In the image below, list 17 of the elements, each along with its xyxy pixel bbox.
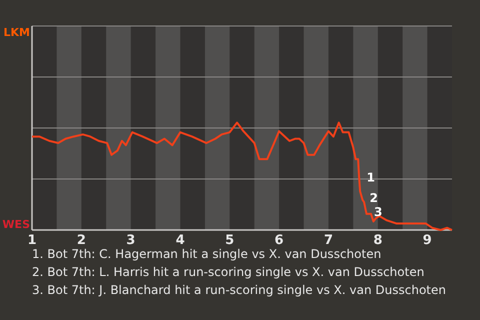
x-tick-label: 1 xyxy=(27,233,37,248)
annotation: 1 xyxy=(366,170,375,185)
x-tick-label: 8 xyxy=(373,233,382,248)
x-tick-label: 5 xyxy=(225,233,234,248)
text: WES xyxy=(2,218,30,231)
text: LKM xyxy=(4,26,30,39)
x-tick-label: 4 xyxy=(176,233,185,248)
x-tick-label: 7 xyxy=(324,233,333,248)
text: 3. Bot 7th: J. Blanchard hit a run-scoring single vs X. van Dusschoten xyxy=(32,283,446,297)
x-tick-label: 2 xyxy=(76,233,86,248)
text: 2. Bot 7th: L. Harris hit a run-scoring single vs X. van Dusschoten xyxy=(32,265,424,279)
x-tick-label: 9 xyxy=(422,233,432,248)
text: 1. Bot 7th: C. Hagerman hit a single vs X. van Dusschoten xyxy=(32,247,382,261)
x-tick-label: 6 xyxy=(274,233,284,248)
annotation: 3 xyxy=(374,204,382,219)
annotation: 2 xyxy=(370,190,378,205)
x-tick-label: 3 xyxy=(126,233,136,248)
